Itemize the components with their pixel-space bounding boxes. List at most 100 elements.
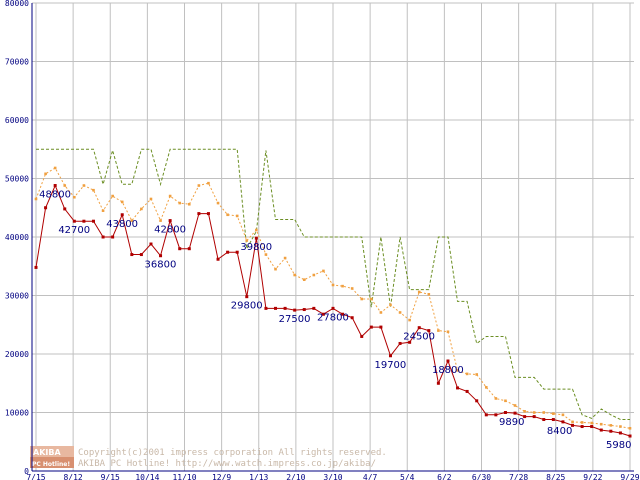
- data-point-orange: [207, 181, 210, 185]
- data-point-red: [321, 312, 325, 316]
- akiba-logo: AKIBA PC Hotline!: [30, 446, 74, 468]
- data-point-red: [456, 386, 460, 390]
- y-tick-label: 50000: [5, 175, 29, 184]
- data-point-orange: [417, 290, 421, 294]
- logo-bottom-text: PC Hotline!: [32, 461, 70, 468]
- y-tick-label: 10000: [5, 409, 29, 418]
- data-point-red: [523, 415, 527, 419]
- data-point-orange: [216, 201, 220, 205]
- data-point-orange: [44, 172, 47, 176]
- data-point-orange: [599, 422, 603, 426]
- data-labels-layer: 48800 42700 43800 36800 42800 29800 39800 27500…: [39, 190, 631, 451]
- data-point-red: [446, 359, 450, 363]
- data-label: 42800: [154, 225, 186, 236]
- data-point-red: [111, 235, 115, 239]
- y-tick-label: 0: [24, 467, 29, 476]
- data-point-red: [341, 312, 345, 316]
- data-point-orange: [159, 219, 162, 222]
- data-label: 19700: [374, 360, 406, 371]
- data-point-red: [53, 184, 57, 188]
- x-tick-label: 2/10: [286, 473, 305, 480]
- data-point-orange: [235, 214, 239, 218]
- x-tick-label: 8/12: [63, 473, 82, 480]
- data-point-red: [628, 434, 632, 438]
- data-point-red: [293, 308, 297, 312]
- data-point-orange: [370, 297, 373, 301]
- data-point-red: [168, 219, 172, 223]
- data-point-red: [120, 213, 124, 217]
- data-point-red: [571, 423, 575, 427]
- data-point-orange: [609, 424, 613, 427]
- x-tick-label: 9/29: [620, 473, 639, 480]
- x-tick-label: 6/2: [437, 473, 452, 480]
- data-point-orange: [293, 273, 296, 277]
- data-point-orange: [552, 412, 555, 415]
- data-point-orange: [140, 207, 143, 211]
- data-point-orange: [590, 421, 593, 425]
- data-point-red: [599, 428, 603, 432]
- y-tick-label: 80000: [5, 0, 29, 8]
- data-point-red: [245, 295, 249, 299]
- data-point-red: [235, 250, 239, 254]
- data-point-red: [187, 247, 191, 251]
- grid-lines: [32, 2, 634, 471]
- copyright-line: Copyright(c)2001 impress corporation All…: [78, 448, 387, 458]
- data-point-orange: [389, 303, 392, 307]
- data-point-orange: [302, 278, 306, 282]
- data-point-red: [254, 236, 258, 240]
- data-point-orange: [494, 397, 498, 400]
- x-tick-label: 7/28: [509, 473, 528, 480]
- data-point-orange: [255, 228, 258, 232]
- y-tick-label: 20000: [5, 350, 29, 359]
- data-label: 9890: [499, 417, 524, 428]
- data-point-orange: [245, 239, 249, 242]
- data-label: 36800: [145, 260, 177, 271]
- x-tick-label: 1/13: [249, 473, 268, 480]
- data-point-orange: [350, 287, 354, 290]
- data-point-orange: [283, 256, 287, 260]
- data-point-orange: [532, 411, 536, 414]
- data-point-orange: [571, 420, 574, 424]
- data-point-red: [130, 253, 134, 257]
- data-point-red: [542, 418, 546, 422]
- data-point-orange: [398, 311, 402, 314]
- data-point-orange: [101, 209, 105, 212]
- data-point-red: [264, 306, 268, 310]
- x-tick-label: 9/15: [101, 473, 120, 480]
- data-point-red: [274, 306, 278, 310]
- data-point-orange: [465, 372, 469, 376]
- data-point-red: [360, 334, 364, 338]
- data-point-orange: [475, 373, 479, 376]
- data-label: 42700: [58, 225, 90, 236]
- data-point-red: [312, 306, 316, 310]
- data-point-orange: [379, 311, 383, 314]
- data-point-red: [197, 212, 201, 216]
- y-tick-label: 30000: [5, 292, 29, 301]
- data-point-orange: [149, 197, 153, 201]
- data-point-orange: [322, 269, 325, 273]
- data-point-red: [532, 415, 536, 419]
- x-tick-label: 9/22: [583, 473, 602, 480]
- data-point-orange: [264, 253, 268, 256]
- url-line: AKIBA PC Hotline! http://www.watch.impre…: [78, 459, 376, 469]
- watermark: AKIBA PC Hotline! Copyright(c)2001 impre…: [30, 446, 387, 469]
- data-point-red: [427, 329, 431, 333]
- data-point-orange: [312, 273, 316, 277]
- data-point-red: [580, 425, 584, 429]
- data-label: 39800: [240, 242, 272, 253]
- data-point-orange: [628, 426, 632, 430]
- data-point-red: [63, 207, 67, 211]
- y-tick-label: 70000: [5, 58, 29, 67]
- x-tick-label: 12/9: [212, 473, 231, 480]
- x-tick-label: 11/10: [172, 473, 196, 480]
- data-point-red: [226, 250, 230, 254]
- data-point-orange: [63, 184, 67, 187]
- data-point-orange: [437, 329, 440, 332]
- data-point-orange: [274, 267, 277, 271]
- data-point-orange: [178, 201, 182, 205]
- data-point-orange: [360, 297, 364, 301]
- data-point-red: [159, 254, 163, 258]
- data-label: 8400: [547, 426, 572, 437]
- data-point-orange: [408, 318, 411, 322]
